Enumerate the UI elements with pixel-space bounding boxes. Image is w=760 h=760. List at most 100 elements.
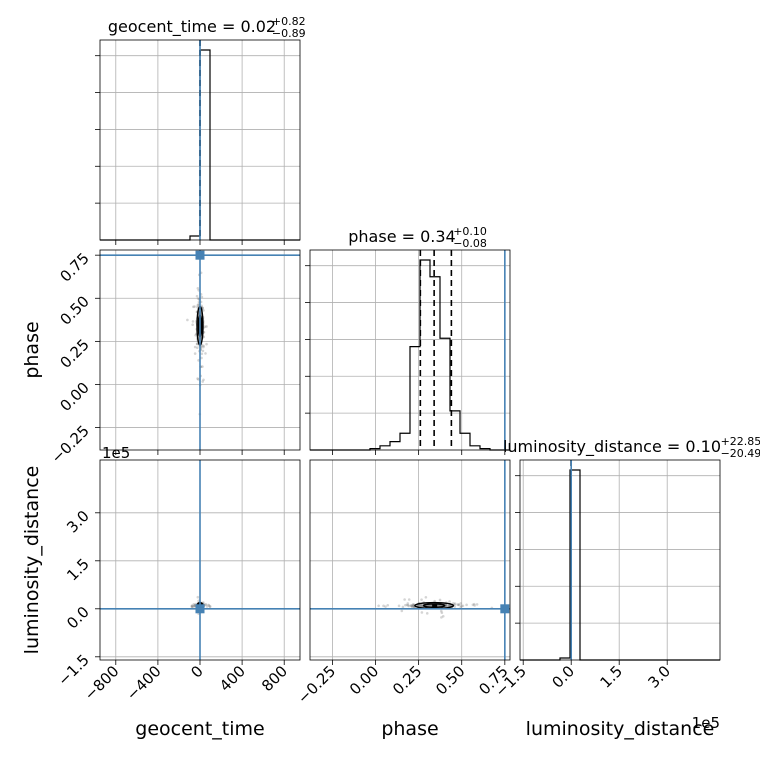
x-axis-label: phase <box>381 718 438 740</box>
sample-point <box>459 602 463 605</box>
sample-point <box>193 604 196 607</box>
sample-point <box>417 603 421 607</box>
y-tick-label: 0.75 <box>56 249 92 285</box>
sample-point <box>456 603 460 606</box>
sample-point <box>193 352 197 355</box>
sample-point <box>410 605 414 608</box>
sample-point <box>201 349 205 353</box>
sample-point <box>441 615 445 618</box>
sample-point <box>202 309 205 312</box>
sample-point <box>192 305 195 309</box>
scatter-panel-geocent-time-vs-phase <box>99 249 301 451</box>
sample-point <box>403 598 406 601</box>
grid <box>310 460 510 660</box>
sample-point <box>411 603 415 607</box>
sample-point <box>195 342 199 346</box>
sample-point <box>406 602 410 605</box>
x-tick-label: 0.50 <box>432 662 468 698</box>
sample-point <box>208 605 212 609</box>
sample-point <box>208 604 212 608</box>
sample-point <box>424 596 428 599</box>
sample-point <box>207 603 210 607</box>
sample-point <box>193 305 196 308</box>
y-axis-label: luminosity_distance <box>21 466 43 655</box>
x-offset-text: 1e5 <box>692 714 720 732</box>
sample-point <box>475 603 479 606</box>
sample-point <box>194 333 197 337</box>
sample-point <box>377 604 380 608</box>
sample-point <box>416 604 420 607</box>
title-upper-error: +22.85 <box>721 435 760 448</box>
title-upper-error: +0.82 <box>272 15 306 28</box>
y-tick-label: 1.5 <box>63 555 93 585</box>
sample-point <box>384 605 387 608</box>
sample-point <box>411 602 415 606</box>
scatter-panel-geocent-time-vs-luminosity-distance <box>99 459 301 661</box>
sample-point <box>400 609 404 613</box>
scatter-panel-phase-vs-luminosity-distance <box>309 459 511 661</box>
sample-point <box>205 605 209 608</box>
sample-point <box>190 605 194 608</box>
histogram-panel-phase: phase = 0.34+0.10−0.08 <box>305 225 511 451</box>
sample-point <box>193 345 197 349</box>
sample-point <box>386 603 390 607</box>
x-tick-label: 400 <box>216 662 249 695</box>
sample-point <box>449 604 452 607</box>
sample-point <box>428 604 432 607</box>
y-axis-phase: −0.25 0.00 0.25 0.50 0.75 phase <box>21 249 100 467</box>
sample-point <box>196 286 200 290</box>
sample-point <box>459 605 463 609</box>
histogram-panel-geocent-time: geocent_time = 0.02+0.82−0.89 <box>95 15 306 241</box>
sample-point <box>201 380 205 383</box>
sample-point <box>196 595 200 599</box>
sample-point <box>204 603 207 607</box>
sample-point <box>465 603 468 607</box>
sample-point <box>397 604 401 608</box>
y-tick-label: 0.00 <box>56 379 92 415</box>
truth-marker <box>500 604 510 614</box>
x-tick-label: 0.0 <box>548 662 578 692</box>
sample-point <box>410 604 413 608</box>
sample-point <box>193 604 196 608</box>
sample-point <box>200 352 204 356</box>
y-tick-label: 0.0 <box>63 603 93 633</box>
sample-point <box>410 604 413 607</box>
sample-point <box>419 604 423 607</box>
sample-point <box>407 604 411 608</box>
sample-point <box>440 611 444 615</box>
y-axis-label: phase <box>21 321 43 378</box>
sample-point <box>448 600 451 603</box>
sample-point <box>195 294 199 298</box>
truth-marker <box>195 250 205 260</box>
panel-title: phase = 0.34 <box>348 227 455 246</box>
sample-point <box>196 377 199 380</box>
sample-point <box>419 604 422 607</box>
sample-point <box>428 604 431 607</box>
x-tick-label: −0.25 <box>294 662 339 707</box>
y-tick-label: 0.25 <box>56 335 92 371</box>
sample-point <box>453 602 457 605</box>
y-tick-label: 0.50 <box>56 292 92 328</box>
sample-point <box>203 325 207 329</box>
sample-point <box>461 604 465 608</box>
x-tick-label: 0.25 <box>389 662 425 698</box>
sample-point <box>405 603 409 607</box>
y-tick-label: 3.0 <box>63 507 93 537</box>
panel-title: luminosity_distance = 0.10 <box>503 437 721 457</box>
sample-point <box>204 603 208 606</box>
sample-point <box>419 604 423 607</box>
sample-point <box>382 604 385 608</box>
sample-point <box>419 604 423 607</box>
sample-point <box>419 604 423 607</box>
x-tick-label: 0.00 <box>346 662 382 698</box>
sample-point <box>438 604 442 607</box>
sample-point <box>205 342 208 346</box>
x-tick-label: 0 <box>187 662 206 681</box>
histogram-panel-luminosity-distance: luminosity_distance = 0.10 +22.85−20.49 <box>503 435 760 661</box>
sample-point <box>191 605 195 609</box>
sample-point <box>420 604 423 608</box>
